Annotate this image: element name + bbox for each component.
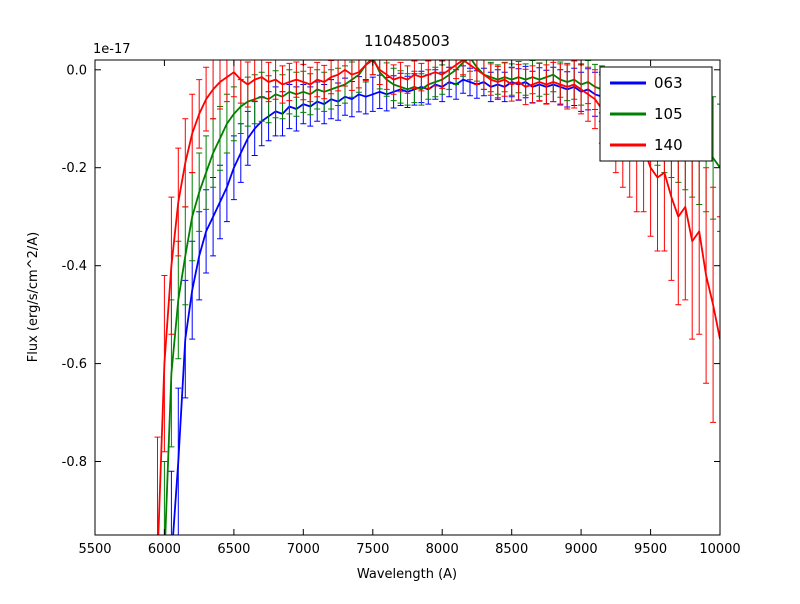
x-tick-label: 9000 [565,542,598,557]
x-axis-label: Wavelength (A) [357,567,457,582]
y-tick-label: -0.2 [62,161,87,176]
x-tick-label: 6000 [148,542,181,557]
chart-title: 110485003 [364,32,450,50]
y-tick-label: 0.0 [66,63,87,78]
tick-layer: 5500 6000 6500 7000 7500 8000 8500 9000 9500 1000… [62,60,741,557]
x-tick-label: 10000 [699,542,740,557]
legend-label-140: 140 [654,136,683,154]
series-063-line [172,78,610,535]
y-offset-label: 1e-17 [93,42,131,57]
series-063-errorbars [168,65,612,535]
axes-spines [94,59,721,536]
x-tick-label: 8000 [426,542,459,557]
legend-label-063: 063 [654,74,683,92]
y-tick-label: -0.6 [62,357,87,372]
x-tick-label: 6500 [217,542,250,557]
y-tick-label: -0.8 [62,455,87,470]
x-tick-label: 8500 [495,542,528,557]
x-tick-label: 7000 [287,542,320,557]
x-tick-label: 5500 [78,542,111,557]
x-tick-label: 7500 [356,542,389,557]
x-tick-label: 9500 [634,542,667,557]
legend-label-105: 105 [654,105,683,123]
legend: 063 105 140 [599,66,713,162]
y-tick-label: -0.4 [62,259,87,274]
series-063 [168,65,612,535]
y-axis-label: Flux (erg/s/cm^2/A) [26,232,41,362]
